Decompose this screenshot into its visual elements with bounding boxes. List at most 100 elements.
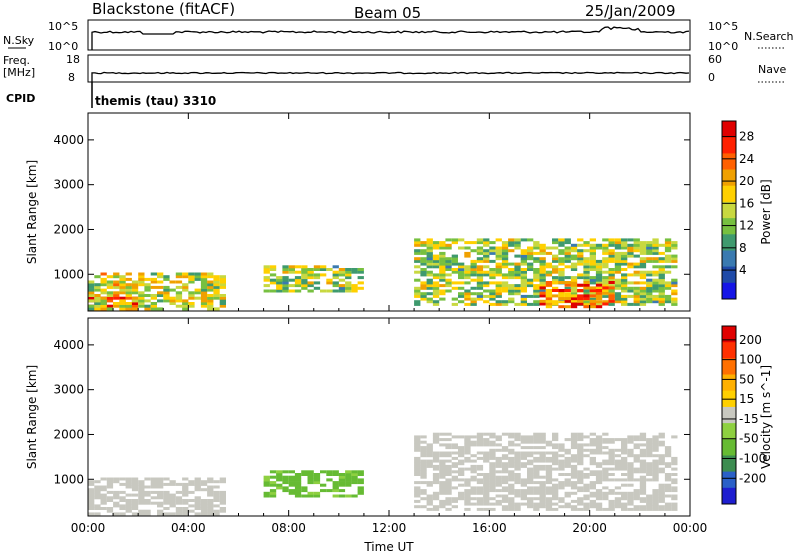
heatmap-cell xyxy=(100,493,107,497)
colorbar-swatch xyxy=(722,406,736,424)
heatmap-cell xyxy=(501,464,509,468)
heatmap-cell xyxy=(489,297,496,301)
heatmap-cell xyxy=(520,270,527,274)
heatmap-cell xyxy=(483,294,490,298)
heatmap-cell xyxy=(489,451,496,455)
heatmap-cell xyxy=(646,462,653,466)
heatmap-cell xyxy=(200,291,208,295)
heatmap-cell xyxy=(533,300,540,304)
heatmap-cell xyxy=(652,259,659,263)
heatmap-cell xyxy=(539,494,546,498)
heatmap-cell xyxy=(552,238,559,242)
heatmap-cell xyxy=(608,294,615,298)
heatmap-cell xyxy=(646,270,653,274)
heatmap-cell xyxy=(426,507,433,511)
heatmap-cell xyxy=(445,464,452,468)
heatmap-cell xyxy=(658,294,665,298)
heatmap-cell xyxy=(577,448,584,452)
heatmap-cell xyxy=(621,278,628,282)
heatmap-cell xyxy=(464,292,471,296)
heatmap-cell xyxy=(163,512,170,516)
heatmap-cell xyxy=(420,464,427,468)
heatmap-cell xyxy=(307,481,314,485)
heatmap-cell xyxy=(219,283,226,287)
heatmap-cell xyxy=(633,286,640,290)
heatmap-cell xyxy=(150,302,157,305)
heatmap-cell xyxy=(483,456,490,460)
heatmap-cell xyxy=(464,297,471,301)
heatmap-cell xyxy=(131,304,139,308)
heatmap-cell xyxy=(583,302,590,306)
heatmap-cell xyxy=(470,292,477,296)
heatmap-cell xyxy=(514,268,521,271)
heatmap-cell xyxy=(476,435,484,439)
heatmap-cell xyxy=(420,435,427,439)
heatmap-cell xyxy=(458,462,465,466)
heatmap-cell xyxy=(194,485,201,489)
heatmap-cell xyxy=(269,489,277,493)
heatmap-cell xyxy=(514,478,521,482)
heatmap-cell xyxy=(182,302,189,305)
heatmap-cell xyxy=(445,443,452,447)
heatmap-cell xyxy=(533,278,540,282)
heatmap-cell xyxy=(608,456,615,460)
heatmap-cell xyxy=(501,257,509,261)
heatmap-cell xyxy=(589,292,596,296)
heatmap-cell xyxy=(602,491,609,495)
heatmap-cell xyxy=(338,481,346,485)
heatmap-cell xyxy=(282,284,289,288)
heatmap-cell xyxy=(125,307,132,311)
y-tick-label: 1000 xyxy=(53,472,84,486)
heatmap-cell xyxy=(671,435,678,439)
heatmap-cell xyxy=(595,464,603,468)
heatmap-cell xyxy=(558,443,565,447)
heatmap-cell xyxy=(157,291,164,295)
heatmap-cell xyxy=(119,512,126,516)
heatmap-cell xyxy=(182,285,189,289)
heatmap-cell xyxy=(88,501,95,505)
heatmap-cell xyxy=(282,286,289,290)
heatmap-cell xyxy=(445,268,452,271)
heatmap-cell xyxy=(552,497,559,501)
heatmap-cell xyxy=(207,283,214,287)
heatmap-cell xyxy=(282,481,289,485)
heatmap-cell xyxy=(351,470,358,474)
heatmap-cell xyxy=(263,284,270,288)
heatmap-cell xyxy=(470,467,477,471)
heatmap-cell xyxy=(200,504,208,508)
heatmap-cell xyxy=(508,273,515,277)
heatmap-cell xyxy=(545,475,553,479)
heatmap-cell xyxy=(495,438,502,442)
heatmap-cell xyxy=(608,270,615,274)
heatmap-cell xyxy=(182,490,189,494)
heatmap-cell xyxy=(313,276,321,280)
heatmap-cell xyxy=(150,294,157,297)
heatmap-cell xyxy=(614,262,622,266)
heatmap-cell xyxy=(658,300,665,304)
heatmap-cell xyxy=(282,289,289,293)
heatmap-cell xyxy=(583,262,590,266)
heatmap-cell xyxy=(144,283,151,287)
heatmap-cell xyxy=(476,270,484,274)
heatmap-cell xyxy=(501,486,509,490)
heatmap-cell xyxy=(313,475,321,479)
heatmap-cell xyxy=(627,454,634,458)
heatmap-cell xyxy=(420,497,427,501)
heatmap-cell xyxy=(595,502,603,506)
nsky-panel: N.Sky 10^5 10^0 10^5 10^0 N.Search xyxy=(3,19,794,53)
heatmap-cell xyxy=(602,473,609,476)
heatmap-cell xyxy=(627,435,634,439)
heatmap-cell xyxy=(207,288,214,292)
heatmap-cell xyxy=(451,464,458,468)
heatmap-cell xyxy=(420,268,427,271)
heatmap-cell xyxy=(621,238,628,242)
heatmap-cell xyxy=(175,296,183,300)
heatmap-cell xyxy=(420,251,427,255)
heatmap-cell xyxy=(495,286,502,290)
heatmap-cell xyxy=(464,467,471,471)
heatmap-cell xyxy=(558,497,565,501)
heatmap-cell xyxy=(627,494,634,498)
heatmap-cell xyxy=(470,259,477,263)
heatmap-cell xyxy=(589,265,596,269)
heatmap-cell xyxy=(589,259,596,263)
